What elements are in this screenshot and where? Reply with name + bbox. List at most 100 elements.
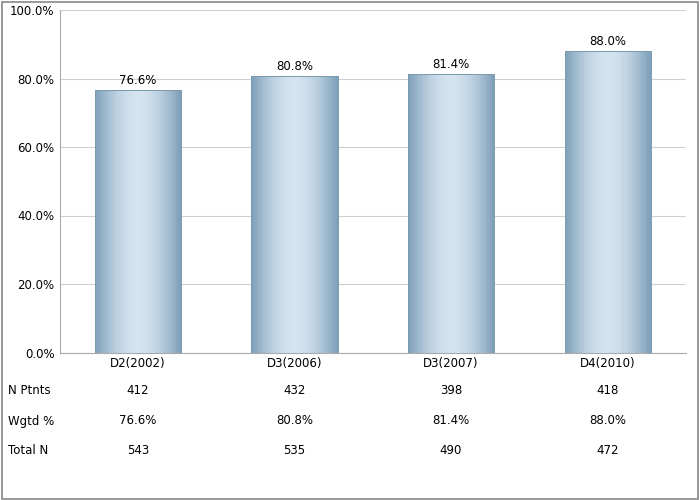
Bar [155, 90, 157, 352]
Bar [608, 51, 610, 352]
Bar [566, 51, 568, 352]
Bar [577, 51, 578, 352]
Bar [112, 90, 113, 352]
Bar [473, 74, 475, 352]
Bar [102, 90, 104, 352]
Bar [307, 76, 308, 352]
Bar [447, 74, 449, 352]
Bar [117, 90, 119, 352]
Bar [165, 90, 167, 352]
Text: 535: 535 [284, 444, 305, 458]
Bar [449, 74, 451, 352]
Bar [153, 90, 155, 352]
Bar [446, 74, 447, 352]
Bar [630, 51, 632, 352]
Bar [332, 76, 334, 352]
Bar [413, 74, 415, 352]
Bar [460, 74, 461, 352]
Bar [644, 51, 645, 352]
Bar [267, 76, 269, 352]
Bar [625, 51, 626, 352]
Bar [119, 90, 120, 352]
Bar [174, 90, 176, 352]
Bar [122, 90, 124, 352]
Text: Wgtd %: Wgtd % [8, 414, 55, 428]
Bar [606, 51, 608, 352]
Bar [456, 74, 458, 352]
Bar [277, 76, 279, 352]
Bar [293, 76, 295, 352]
Bar [295, 76, 296, 352]
Bar [124, 90, 126, 352]
Bar [98, 90, 100, 352]
Bar [110, 90, 112, 352]
Bar [113, 90, 116, 352]
Bar [622, 51, 623, 352]
Bar [279, 76, 281, 352]
Bar [604, 51, 606, 352]
Bar [420, 74, 422, 352]
Bar [105, 90, 107, 352]
Bar [282, 76, 284, 352]
Bar [649, 51, 651, 352]
Bar [596, 51, 597, 352]
Bar [312, 76, 314, 352]
Bar [611, 51, 613, 352]
Bar [304, 76, 307, 352]
Bar [591, 51, 592, 352]
Bar [629, 51, 630, 352]
Bar [428, 74, 430, 352]
Bar [461, 74, 463, 352]
Bar [326, 76, 327, 352]
Bar [177, 90, 179, 352]
Bar [613, 51, 615, 352]
Bar [640, 51, 642, 352]
Bar [274, 76, 276, 352]
Bar [408, 74, 494, 352]
Bar [453, 74, 454, 352]
Bar [425, 74, 427, 352]
Bar [321, 76, 322, 352]
Bar [317, 76, 318, 352]
Bar [587, 51, 589, 352]
Bar [97, 90, 98, 352]
Bar [286, 76, 288, 352]
Bar [432, 74, 434, 352]
Bar [571, 51, 573, 352]
Text: 88.0%: 88.0% [589, 414, 626, 428]
Bar [146, 90, 148, 352]
Bar [463, 74, 465, 352]
Bar [435, 74, 438, 352]
Bar [575, 51, 577, 352]
Bar [491, 74, 492, 352]
Bar [484, 74, 486, 352]
Bar [410, 74, 412, 352]
Bar [288, 76, 289, 352]
Bar [132, 90, 134, 352]
Bar [638, 51, 640, 352]
Bar [164, 90, 165, 352]
Bar [565, 51, 651, 352]
Bar [107, 90, 108, 352]
Bar [634, 51, 636, 352]
Bar [315, 76, 317, 352]
Text: 81.4%: 81.4% [433, 58, 470, 71]
Bar [291, 76, 293, 352]
Text: Total N: Total N [8, 444, 48, 458]
Bar [327, 76, 329, 352]
Text: 472: 472 [596, 444, 619, 458]
Bar [300, 76, 301, 352]
Text: 490: 490 [440, 444, 462, 458]
Bar [100, 90, 102, 352]
Bar [296, 76, 298, 352]
Bar [167, 90, 169, 352]
Bar [467, 74, 468, 352]
Text: 432: 432 [284, 384, 306, 398]
Bar [578, 51, 580, 352]
Bar [158, 90, 160, 352]
Bar [281, 76, 282, 352]
Bar [603, 51, 604, 352]
Bar [415, 74, 416, 352]
Bar [479, 74, 480, 352]
Bar [308, 76, 310, 352]
